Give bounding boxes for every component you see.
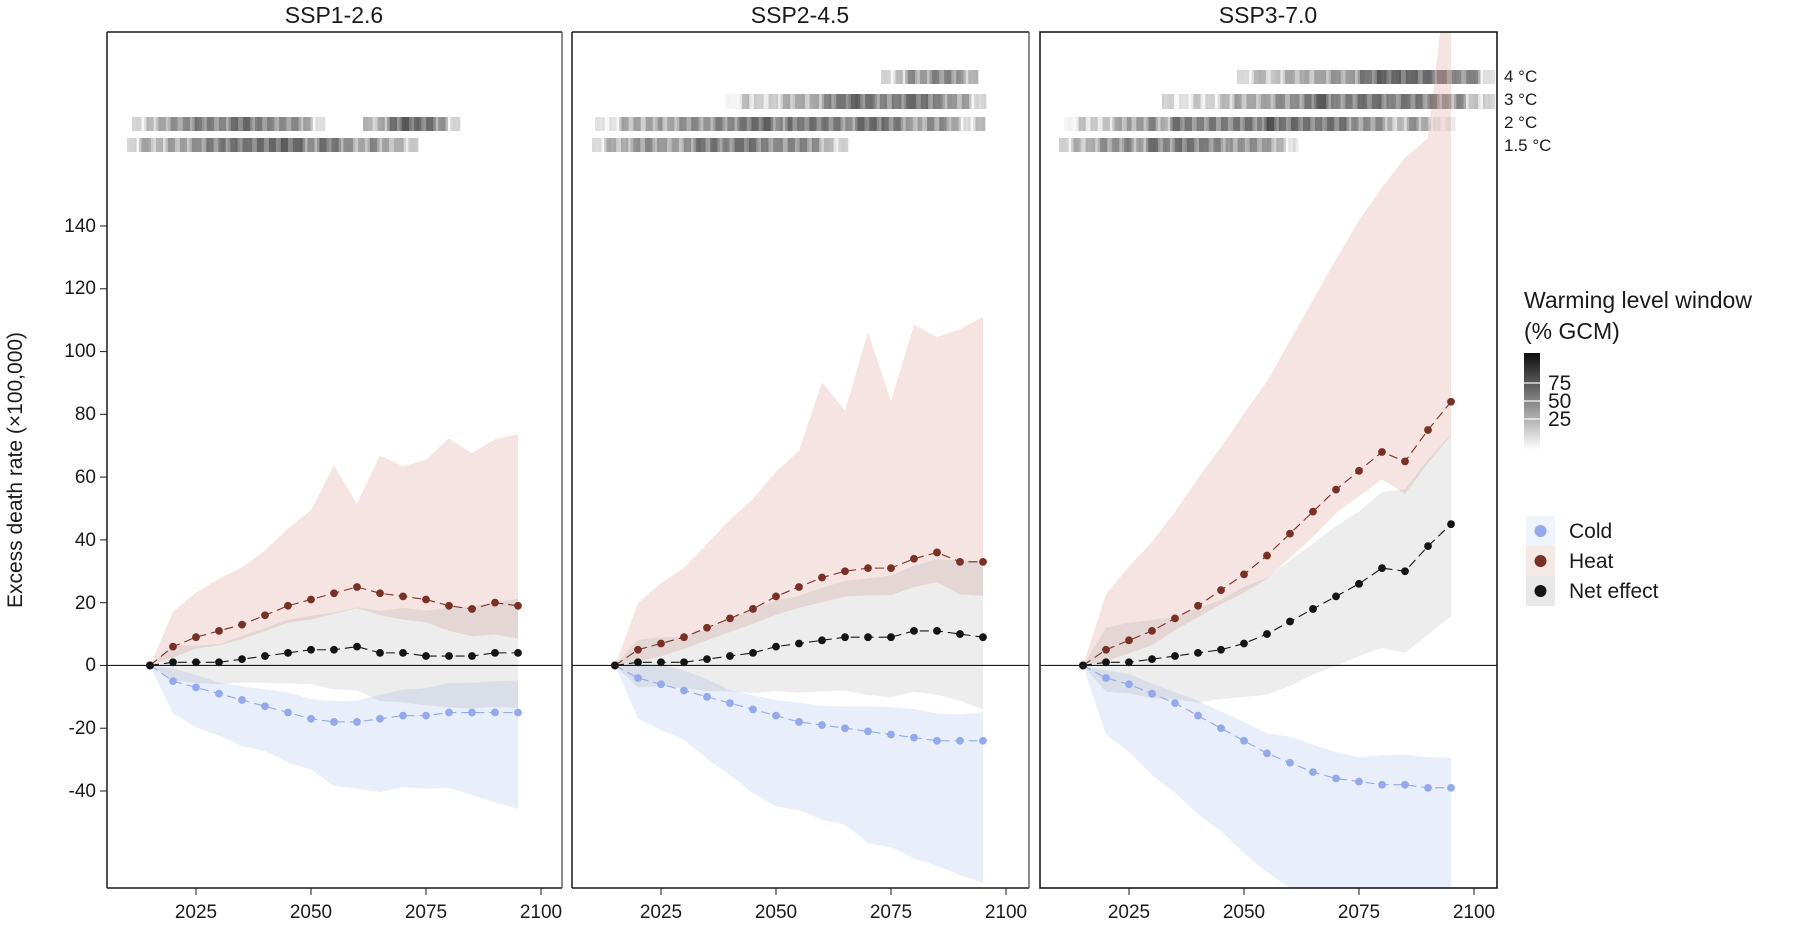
svg-text:SSP3-7.0: SSP3-7.0 (1219, 2, 1317, 28)
svg-text:2025: 2025 (1108, 902, 1150, 923)
svg-text:2100: 2100 (1453, 902, 1495, 923)
svg-text:-20: -20 (69, 718, 96, 739)
svg-text:Heat: Heat (1569, 550, 1614, 573)
svg-text:Warming level window: Warming level window (1524, 287, 1752, 313)
svg-text:100: 100 (64, 341, 96, 362)
svg-text:2075: 2075 (1338, 902, 1380, 923)
svg-text:2050: 2050 (290, 902, 332, 923)
svg-text:2 °C: 2 °C (1504, 113, 1537, 132)
svg-text:0: 0 (85, 655, 96, 676)
svg-text:25: 25 (1548, 408, 1571, 431)
svg-text:120: 120 (64, 278, 96, 299)
svg-text:2100: 2100 (520, 902, 562, 923)
svg-text:Net effect: Net effect (1569, 580, 1659, 603)
svg-text:SSP2-4.5: SSP2-4.5 (751, 2, 849, 28)
svg-text:2025: 2025 (640, 902, 682, 923)
svg-text:2100: 2100 (985, 902, 1027, 923)
svg-text:2050: 2050 (1223, 902, 1265, 923)
svg-text:2075: 2075 (405, 902, 447, 923)
svg-text:60: 60 (75, 467, 96, 488)
svg-text:Cold: Cold (1569, 520, 1612, 543)
svg-text:(% GCM): (% GCM) (1524, 318, 1620, 344)
svg-text:20: 20 (75, 593, 96, 614)
svg-text:2075: 2075 (870, 902, 912, 923)
svg-text:3 °C: 3 °C (1504, 90, 1537, 109)
svg-text:2050: 2050 (755, 902, 797, 923)
svg-text:-40: -40 (69, 781, 96, 802)
svg-text:2025: 2025 (175, 902, 217, 923)
svg-text:SSP1-2.6: SSP1-2.6 (285, 2, 383, 28)
svg-text:40: 40 (75, 530, 96, 551)
svg-text:140: 140 (64, 216, 96, 237)
svg-text:80: 80 (75, 404, 96, 425)
svg-text:1.5 °C: 1.5 °C (1504, 136, 1551, 155)
svg-text:Excess death rate (×100,000): Excess death rate (×100,000) (4, 332, 27, 608)
svg-text:4 °C: 4 °C (1504, 67, 1537, 86)
